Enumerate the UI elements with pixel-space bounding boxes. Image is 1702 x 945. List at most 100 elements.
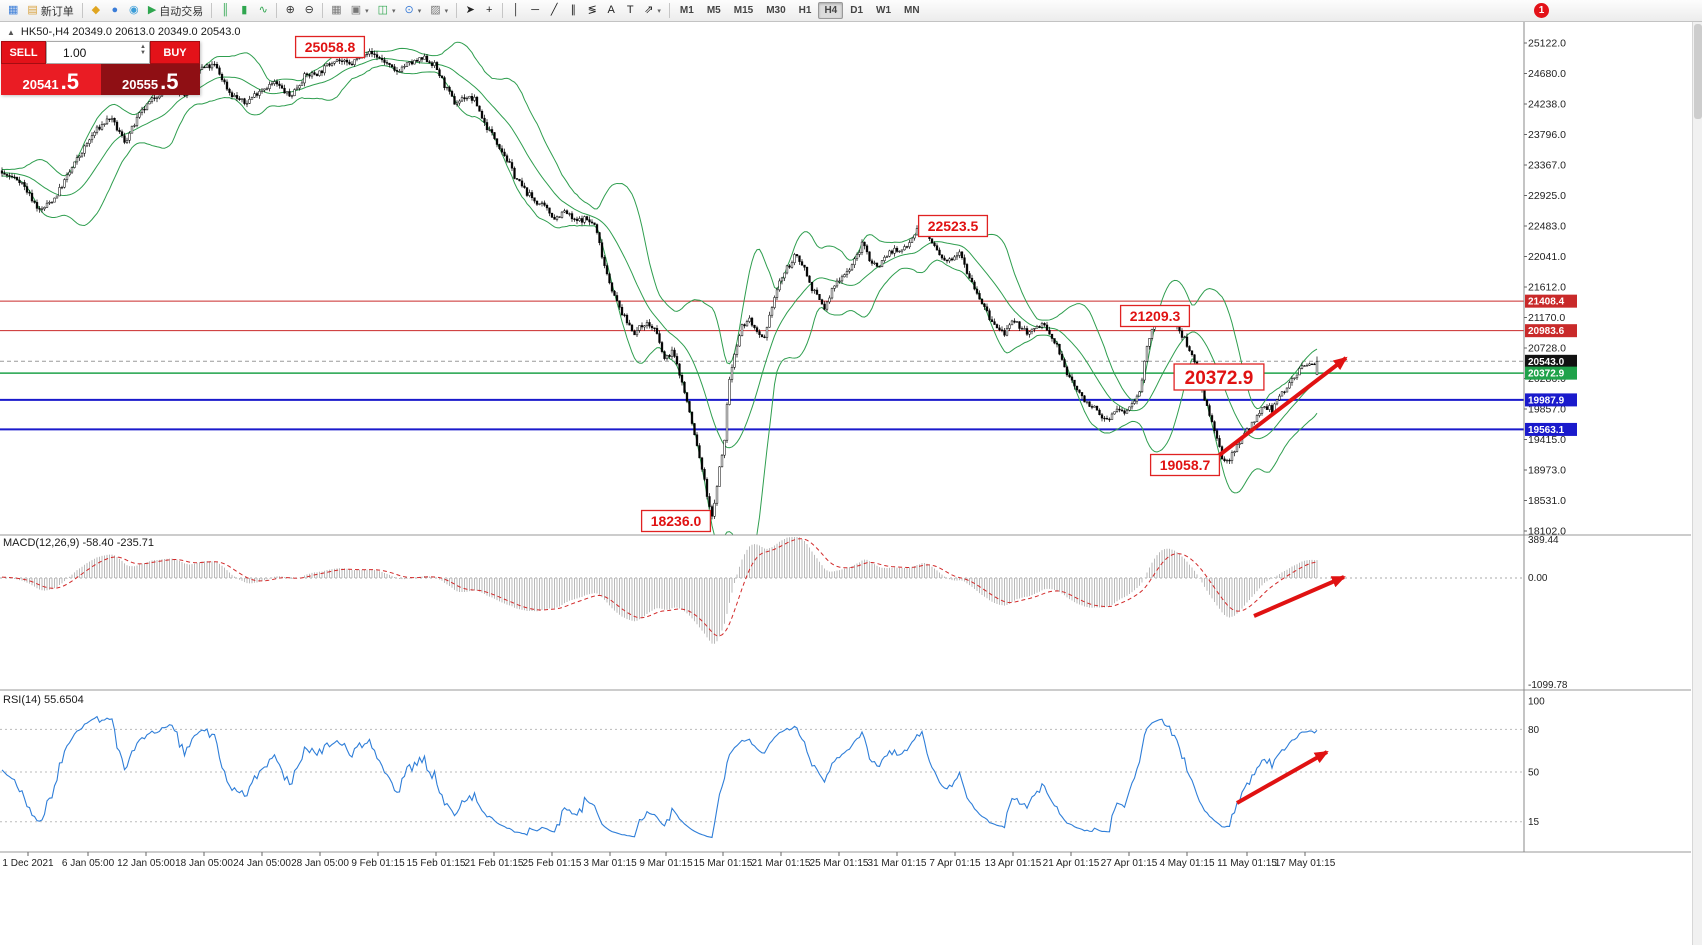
timeframe-h4[interactable]: H4 xyxy=(818,2,844,19)
bollinger-band-line xyxy=(1,65,1318,535)
rsi-axis-label: 50 xyxy=(1528,768,1540,779)
vertical-line-button[interactable]: │ xyxy=(507,2,525,20)
text-label-button[interactable]: T xyxy=(621,2,639,20)
zoom-out-button[interactable]: ⊖ xyxy=(300,2,318,20)
svg-text:21408.4: 21408.4 xyxy=(1528,297,1565,308)
timeframe-m30[interactable]: M30 xyxy=(766,5,786,16)
candlestick-chart-button[interactable]: ▮ xyxy=(235,2,253,20)
spinner-up-icon[interactable]: ▲ xyxy=(140,44,146,50)
svg-text:24238.0: 24238.0 xyxy=(1528,99,1566,111)
svg-text:1 Dec 2021: 1 Dec 2021 xyxy=(2,858,54,869)
period-button[interactable]: ⊙ ▾ xyxy=(401,2,426,20)
spinner-down-icon[interactable]: ▼ xyxy=(140,50,146,56)
svg-text:25 Mar 01:15: 25 Mar 01:15 xyxy=(810,858,869,869)
cursor-button[interactable]: ➤ xyxy=(461,2,479,20)
market-watch-icon: ● xyxy=(111,4,119,16)
fibonacci-button[interactable]: ≶ xyxy=(583,2,601,20)
trend-arrow xyxy=(1253,575,1346,618)
new-order-button[interactable]: ▤ 新订单 xyxy=(23,2,77,20)
chevron-down-icon: ▾ xyxy=(417,7,422,15)
svg-text:21 Mar 01:15: 21 Mar 01:15 xyxy=(752,858,811,869)
bar-chart-button[interactable]: ║ xyxy=(216,2,234,20)
svg-text:25058.8: 25058.8 xyxy=(305,39,356,55)
timeframe-d1[interactable]: D1 xyxy=(850,5,864,16)
svg-text:22523.5: 22523.5 xyxy=(928,218,979,234)
candles-layer xyxy=(0,47,1319,520)
zoom-in-button[interactable]: ⊕ xyxy=(281,2,299,20)
svg-text:24 Jan 05:00: 24 Jan 05:00 xyxy=(233,858,291,869)
panel-collapse-icon[interactable]: ▲ xyxy=(7,27,15,37)
timeframe-mn[interactable]: MN xyxy=(904,5,920,16)
sell-button[interactable]: SELL xyxy=(1,41,46,64)
notification-badge[interactable]: 1 xyxy=(1534,3,1549,18)
rsi-axis-label: 15 xyxy=(1528,817,1540,828)
timeframe-m5[interactable]: M5 xyxy=(706,5,721,16)
price-tag xyxy=(1525,354,1577,368)
one-click-trading-panel: SELL 1.00 ▲ ▼ BUY 20541.5 20555.5 xyxy=(1,41,200,95)
svg-text:25 Feb 01:15: 25 Feb 01:15 xyxy=(523,858,582,869)
svg-text:18973.0: 18973.0 xyxy=(1528,465,1566,477)
new-chart-button[interactable]: ▦ xyxy=(4,2,22,20)
svg-text:19987.9: 19987.9 xyxy=(1528,395,1565,406)
auto-trading-button-label: 自动交易 xyxy=(159,5,204,18)
vertical-scrollbar[interactable] xyxy=(1692,22,1702,945)
arrows-tool-icon: ⇗ xyxy=(644,4,654,16)
market-watch-button[interactable]: ● xyxy=(106,2,124,20)
toolbar-separator xyxy=(502,3,504,18)
svg-text:13 Apr 01:15: 13 Apr 01:15 xyxy=(985,858,1042,869)
crosshair-icon: + xyxy=(485,4,493,16)
buy-button[interactable]: BUY xyxy=(150,41,200,64)
macd-indicator-label: MACD(12,26,9) -58.40 -235.71 xyxy=(3,537,155,549)
svg-text:9 Mar 01:15: 9 Mar 01:15 xyxy=(639,858,693,869)
auto-trading-icon: ▶ xyxy=(147,4,157,16)
sell-price[interactable]: 20541.5 xyxy=(1,64,101,95)
indicators-button[interactable]: ◫ ▾ xyxy=(374,2,400,20)
trendline-button[interactable]: ╱ xyxy=(545,2,563,20)
volume-spinner[interactable]: ▲ ▼ xyxy=(140,44,146,56)
timeframe-w1[interactable]: W1 xyxy=(876,5,892,16)
price-callout xyxy=(1149,453,1221,477)
timeframe-h1[interactable]: H1 xyxy=(798,5,812,16)
template-button[interactable]: ▨ ▾ xyxy=(426,2,452,20)
tile-windows-icon: ▦ xyxy=(331,4,342,16)
arrows-tool-button[interactable]: ⇗ ▾ xyxy=(640,2,665,20)
macd-axis-label: -1099.78 xyxy=(1528,680,1568,691)
mql-editor-button[interactable]: ◆ xyxy=(87,2,105,20)
timeframe-m15[interactable]: M15 xyxy=(733,5,754,16)
volume-value: 1.00 xyxy=(63,45,87,60)
bar-chart-icon: ║ xyxy=(221,4,230,16)
scrollbar-thumb[interactable] xyxy=(1694,24,1702,119)
svg-text:7 Apr 01:15: 7 Apr 01:15 xyxy=(929,858,981,869)
svg-text:18531.0: 18531.0 xyxy=(1528,495,1566,507)
svg-text:21170.0: 21170.0 xyxy=(1528,312,1565,324)
svg-text:20372.9: 20372.9 xyxy=(1528,369,1565,380)
horizontal-line-button[interactable]: ─ xyxy=(526,2,544,20)
trendline-icon: ╱ xyxy=(550,4,558,16)
data-window-button[interactable]: ◉ xyxy=(125,2,143,20)
arrange-button[interactable]: ▣ ▾ xyxy=(347,2,373,20)
svg-text:11 May 01:15: 11 May 01:15 xyxy=(1217,858,1277,869)
volume-input[interactable]: 1.00 ▲ ▼ xyxy=(46,41,150,64)
svg-text:20983.6: 20983.6 xyxy=(1528,326,1565,337)
tile-windows-button[interactable]: ▦ xyxy=(327,2,345,20)
buy-price[interactable]: 20555.5 xyxy=(100,64,200,95)
channel-icon: ∥ xyxy=(570,4,576,16)
line-chart-icon: ∿ xyxy=(258,4,268,16)
chevron-down-icon: ▾ xyxy=(365,7,369,15)
time-axis: 1 Dec 2021 6 Jan 05:00 12 Jan 05:00 18 Jan … xyxy=(2,852,1336,869)
price-callout xyxy=(1173,363,1265,391)
svg-text:24680.0: 24680.0 xyxy=(1528,68,1566,80)
timeframe-m1[interactable]: M1 xyxy=(679,5,694,16)
channel-button[interactable]: ∥ xyxy=(564,2,582,20)
text-button[interactable]: A xyxy=(602,2,620,20)
price-tag xyxy=(1525,422,1577,436)
line-chart-button[interactable]: ∿ xyxy=(254,2,272,20)
price-axis: 25122.0 24680.0 24238.0 23796.0 23367.0 22925… xyxy=(1524,38,1566,538)
crosshair-button[interactable]: + xyxy=(480,2,498,20)
new-order-icon: ▤ xyxy=(27,4,38,16)
svg-text:6 Jan 05:00: 6 Jan 05:00 xyxy=(62,858,115,869)
toolbar-separator xyxy=(668,3,670,18)
chevron-down-icon: ▾ xyxy=(392,7,396,15)
auto-trading-button[interactable]: ▶ 自动交易 xyxy=(144,2,207,20)
